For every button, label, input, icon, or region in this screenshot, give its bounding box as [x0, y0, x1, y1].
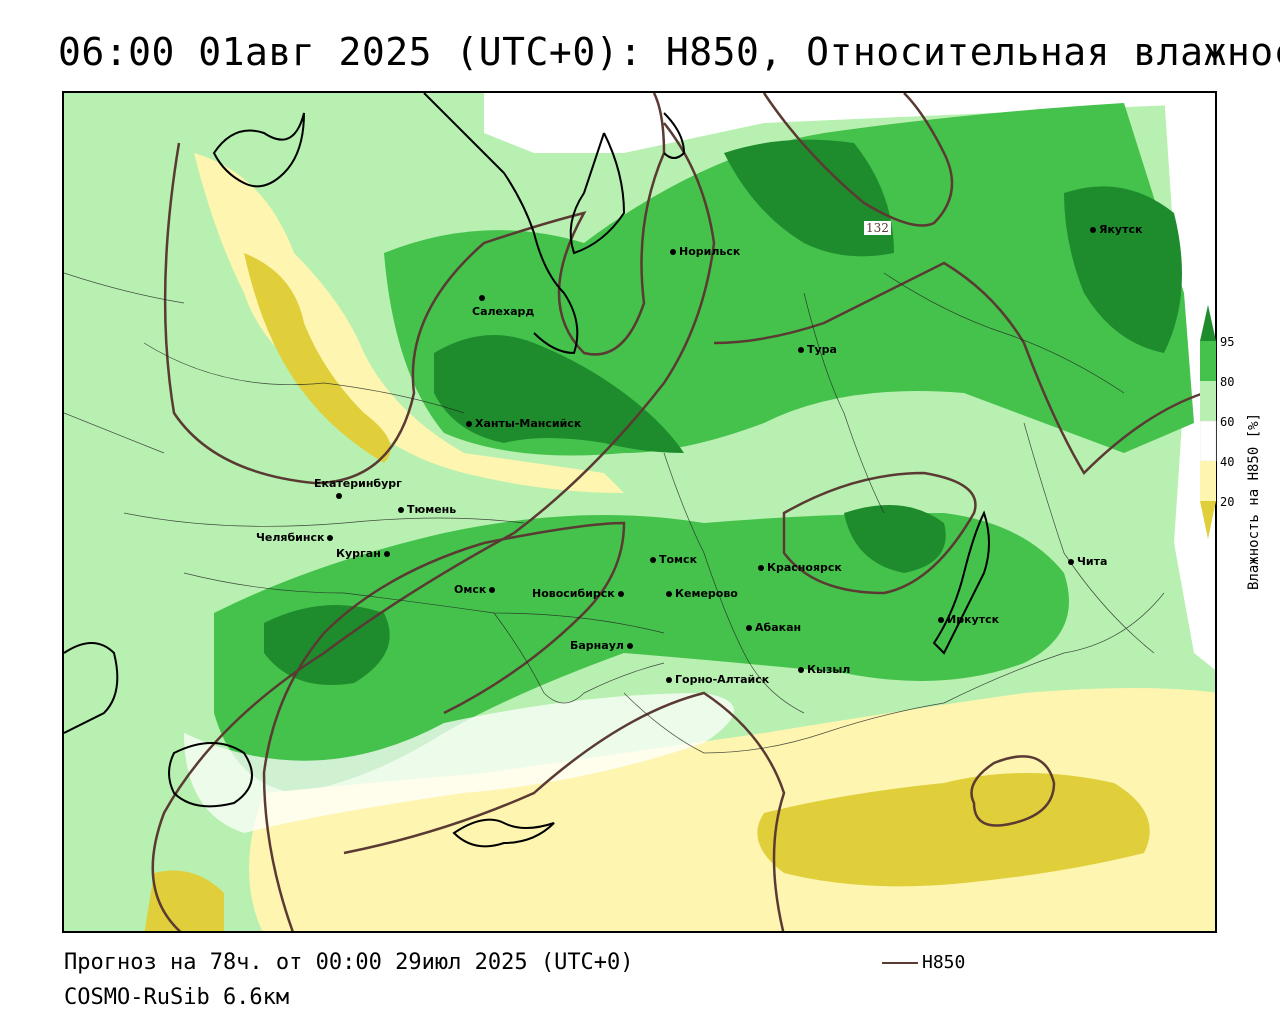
city-kemerovo: Кемерово: [666, 587, 738, 600]
city-tura: Тура: [798, 343, 837, 356]
city-barnaul: Барнаул: [570, 639, 636, 652]
humidity-field-95-b: [724, 139, 894, 257]
admin-borders: [64, 272, 1165, 754]
city-salekhard: [479, 291, 488, 304]
legend-seg-40: [1200, 461, 1216, 501]
contour-line-label: H850: [922, 952, 966, 973]
city-khanty-mansiysk: Ханты-Мансийск: [466, 417, 581, 430]
city-abakan: Абакан: [746, 621, 801, 634]
humidity-map: [64, 93, 1215, 931]
legend-arrow-top: [1200, 305, 1216, 341]
humidity-field-80-north: [384, 103, 1194, 456]
humidity-field-95-a: [434, 335, 684, 453]
legend-tick-80: 80: [1220, 375, 1235, 389]
humidity-field-95-d: [844, 505, 946, 573]
legend-tick-20: 20: [1220, 495, 1235, 509]
city-tyumen: Тюмень: [398, 503, 456, 516]
legend-seg-95: [1200, 341, 1216, 381]
legend-tick-40: 40: [1220, 455, 1235, 469]
legend-arrow-bottom: [1200, 501, 1216, 539]
humidity-field-95-e: [264, 605, 390, 685]
contour-line-legend: H850: [882, 952, 965, 973]
legend-colorbar: [1200, 305, 1217, 539]
city-tomsk: Томск: [650, 553, 697, 566]
legend-tick-60: 60: [1220, 415, 1235, 429]
city-salekhard-label: Салехард: [472, 305, 535, 318]
humidity-legend: 95 80 60 40 20: [1200, 305, 1260, 545]
legend-seg-80: [1200, 381, 1216, 421]
city-omsk: Омск: [454, 583, 498, 596]
humidity-field-20-south: [757, 773, 1150, 887]
map-frame: 132 Норильск Салехард Якутск Тура Ханты-…: [62, 91, 1217, 933]
city-kurgan: Курган: [336, 547, 393, 560]
humidity-field-20-west: [244, 253, 391, 463]
legend-tick-95: 95: [1220, 335, 1235, 349]
city-gorno-altaysk: Горно-Алтайск: [666, 673, 769, 686]
h850-contours: [151, 93, 1205, 931]
city-krasnoyarsk: Красноярск: [758, 561, 842, 574]
city-novosibirsk: Новосибирск: [532, 587, 627, 600]
legend-title: Влажность на H850 [%]: [1246, 412, 1262, 590]
arctic-blank-area: [484, 93, 1215, 153]
city-kyzyl: Кызыл: [798, 663, 850, 676]
city-irkutsk: Иркутск: [938, 613, 999, 626]
city-chelyabinsk: Челябинск: [256, 531, 336, 544]
city-norilsk: Норильск: [670, 245, 740, 258]
city-yekaterinburg-label: Екатеринбург: [314, 477, 402, 490]
map-title: 06:00 01авг 2025 (UTC+0): H850, Относите…: [58, 30, 1280, 74]
forecast-info: Прогноз на 78ч. от 00:00 29июл 2025 (UTC…: [64, 950, 634, 975]
humidity-gap-south: [184, 693, 734, 833]
model-name: COSMO-RuSib 6.6км: [64, 985, 290, 1010]
legend-seg-60: [1200, 420, 1217, 462]
city-yakutsk: Якутск: [1090, 223, 1142, 236]
humidity-field-20-sw: [144, 870, 224, 931]
city-yekaterinburg: [336, 489, 345, 502]
coastlines: [64, 93, 990, 848]
contour-line-swatch: [882, 961, 918, 964]
city-chita: Чита: [1068, 555, 1107, 568]
contour-label: 132: [864, 221, 891, 235]
